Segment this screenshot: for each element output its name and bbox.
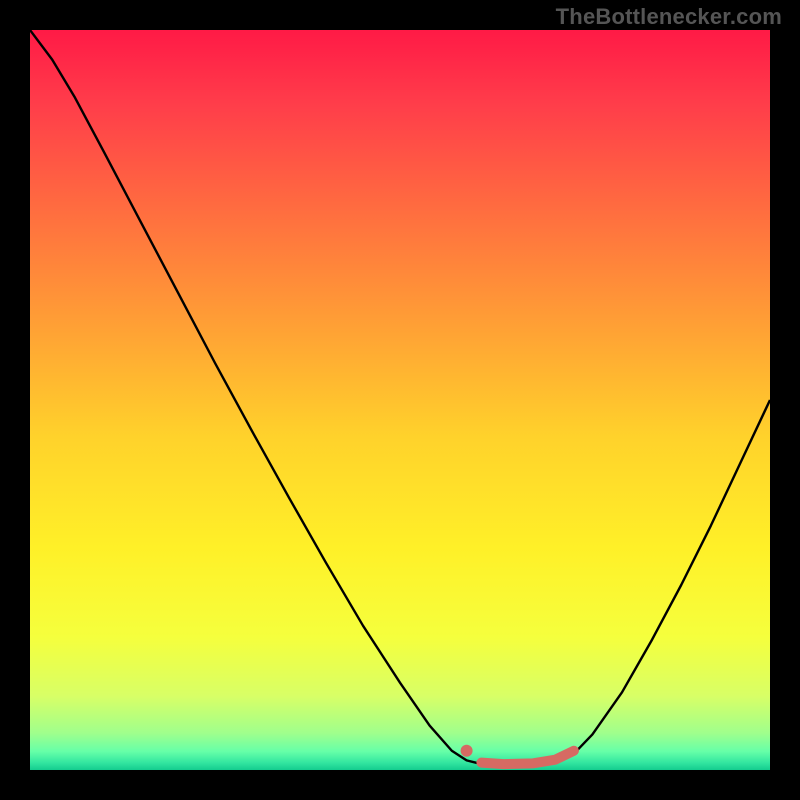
optimal-point-dot <box>461 745 473 757</box>
bottleneck-curve <box>30 30 770 765</box>
chart-container: TheBottlenecker.com <box>0 0 800 800</box>
curve-layer <box>30 30 770 770</box>
plot-area <box>30 30 770 770</box>
optimal-range-highlight <box>481 751 574 764</box>
watermark-text: TheBottlenecker.com <box>556 4 782 30</box>
